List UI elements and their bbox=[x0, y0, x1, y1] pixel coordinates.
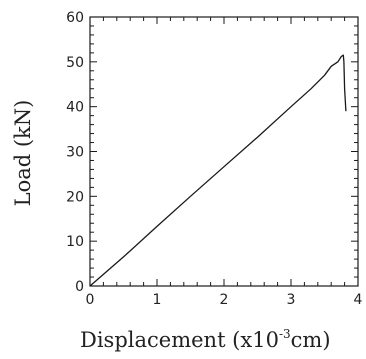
plot-frame bbox=[89, 16, 359, 287]
y-tick-label: 10 bbox=[66, 234, 84, 250]
x-tick-label: 2 bbox=[220, 292, 229, 308]
y-tick-label: 40 bbox=[66, 100, 84, 116]
load-curve-line bbox=[89, 54, 347, 287]
y-tick-label: 60 bbox=[66, 10, 84, 26]
x-axis-title-prefix: Displacement (x10 bbox=[80, 328, 279, 352]
x-tick-label: 1 bbox=[153, 292, 162, 308]
y-tick-label: 30 bbox=[66, 145, 84, 161]
y-tick-label: 50 bbox=[66, 55, 84, 71]
x-axis-title-suffix: cm) bbox=[291, 328, 331, 352]
x-axis-title: Displacement (x10-3cm) bbox=[80, 327, 331, 352]
ticks-layer bbox=[89, 16, 359, 287]
x-tick-label: 0 bbox=[86, 292, 95, 308]
y-tick-label: 0 bbox=[75, 279, 84, 295]
x-tick-label: 4 bbox=[354, 292, 363, 308]
x-tick-label: 3 bbox=[287, 292, 296, 308]
x-axis-title-superscript: -3 bbox=[279, 327, 291, 341]
y-axis-title: Load (kN) bbox=[11, 100, 35, 207]
y-tick-label: 20 bbox=[66, 189, 84, 205]
